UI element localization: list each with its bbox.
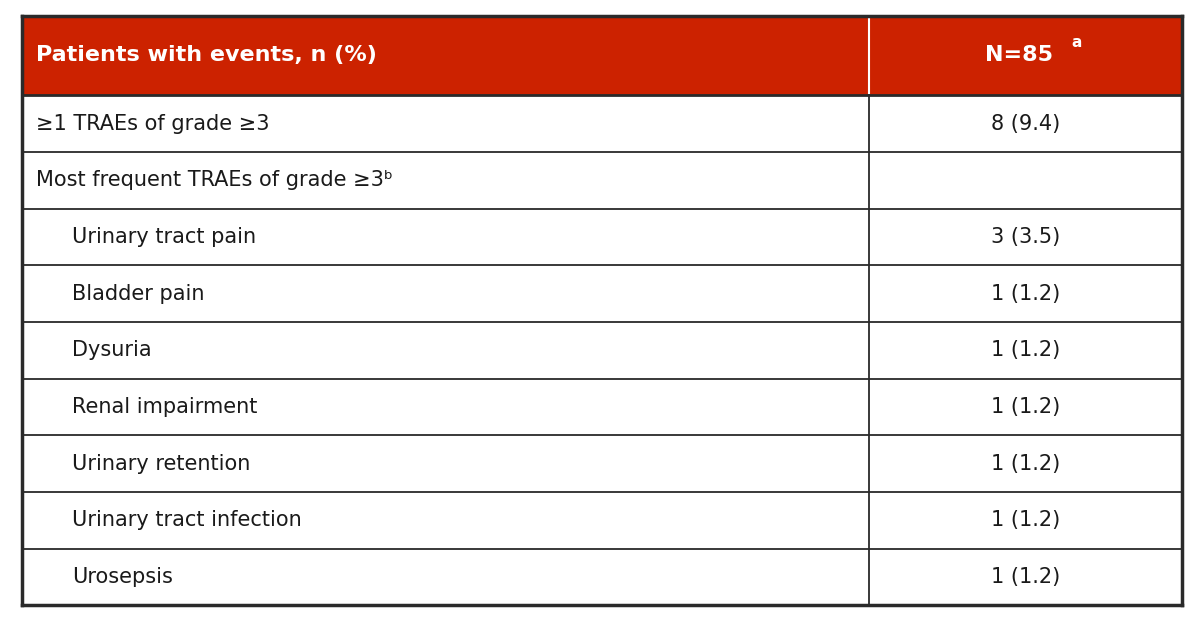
Text: 1 (1.2): 1 (1.2) [991, 397, 1060, 417]
Text: a: a [1070, 35, 1081, 50]
FancyBboxPatch shape [22, 16, 1182, 95]
Text: N=85: N=85 [985, 45, 1054, 65]
Text: Patients with events, n (%): Patients with events, n (%) [36, 45, 377, 65]
Text: Urinary tract infection: Urinary tract infection [72, 510, 301, 530]
Text: Urosepsis: Urosepsis [72, 567, 173, 587]
Text: Most frequent TRAEs of grade ≥3ᵇ: Most frequent TRAEs of grade ≥3ᵇ [36, 170, 392, 190]
FancyBboxPatch shape [22, 16, 1182, 605]
Text: ≥1 TRAEs of grade ≥3: ≥1 TRAEs of grade ≥3 [36, 114, 270, 134]
Text: 3 (3.5): 3 (3.5) [991, 227, 1060, 247]
Text: 1 (1.2): 1 (1.2) [991, 340, 1060, 360]
Text: Renal impairment: Renal impairment [72, 397, 257, 417]
Text: 1 (1.2): 1 (1.2) [991, 567, 1060, 587]
Text: 1 (1.2): 1 (1.2) [991, 510, 1060, 530]
Text: Dysuria: Dysuria [72, 340, 151, 360]
Text: Bladder pain: Bladder pain [72, 284, 204, 304]
Text: Urinary retention: Urinary retention [72, 454, 251, 474]
Text: 1 (1.2): 1 (1.2) [991, 454, 1060, 474]
Text: Urinary tract pain: Urinary tract pain [72, 227, 256, 247]
Text: 1 (1.2): 1 (1.2) [991, 284, 1060, 304]
Text: 8 (9.4): 8 (9.4) [991, 114, 1060, 134]
